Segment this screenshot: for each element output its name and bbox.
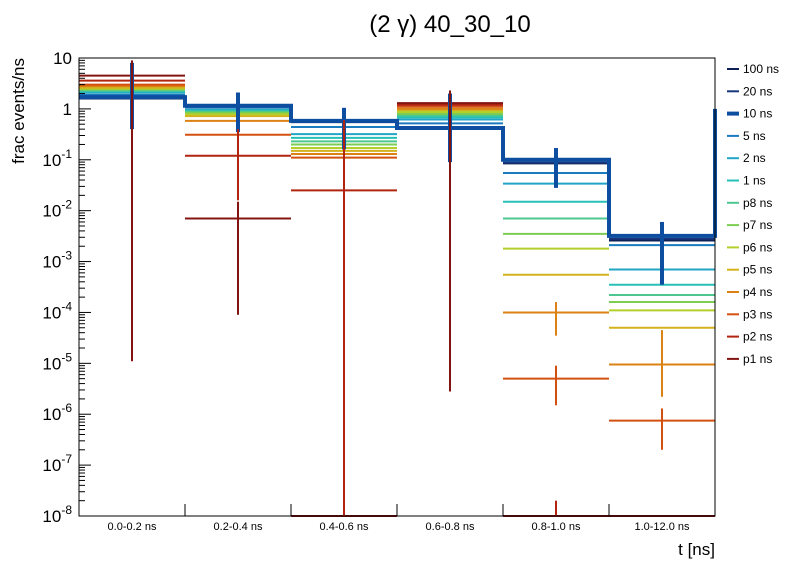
step-line: [79, 95, 717, 238]
y-tick-label: 10-5: [42, 350, 72, 373]
legend-entry: p8 ns: [743, 196, 772, 210]
legend-entry: p7 ns: [743, 218, 772, 232]
y-tick-label: 10: [53, 49, 72, 68]
legend-entry: p4 ns: [743, 285, 772, 299]
x-tick-label: 0.6-0.8 ns: [426, 521, 475, 533]
y-tick-label: 10-6: [42, 401, 72, 424]
x-tick-label: 0.2-0.4 ns: [214, 521, 263, 533]
legend-entry: 5 ns: [743, 129, 766, 143]
x-tick-label: 1.0-12.0 ns: [634, 521, 690, 533]
legend-entry: 100 ns: [743, 62, 779, 76]
legend-entry: p2 ns: [743, 330, 772, 344]
x-axis-label: t [ns]: [678, 540, 715, 559]
legend-entry: p1 ns: [743, 352, 772, 366]
y-tick-label: 10-4: [42, 299, 72, 322]
y-tick-label: 10-2: [42, 198, 72, 221]
legend-entry: p3 ns: [743, 307, 772, 321]
chart-title: (2 γ) 40_30_10: [369, 11, 530, 38]
series-10-ns: [79, 95, 717, 238]
legend-entry: 1 ns: [743, 174, 766, 188]
x-tick-label: 0.0-0.2 ns: [108, 521, 157, 533]
y-tick-label: 1: [63, 100, 72, 119]
legend-entry: p6 ns: [743, 240, 772, 254]
legend-entry: 10 ns: [743, 107, 772, 121]
y-axis-label: frac events/ns: [9, 58, 28, 164]
legend-entry: 2 ns: [743, 151, 766, 165]
x-tick-label: 0.8-1.0 ns: [532, 521, 581, 533]
y-tick-label: 10-8: [42, 503, 72, 526]
y-tick-label: 10-7: [42, 452, 72, 475]
x-tick-label: 0.4-0.6 ns: [320, 521, 369, 533]
y-tick-label: 10-1: [42, 147, 72, 170]
legend-entry: p5 ns: [743, 263, 772, 277]
legend-entry: 20 ns: [743, 84, 772, 98]
y-tick-label: 10-3: [42, 249, 72, 272]
